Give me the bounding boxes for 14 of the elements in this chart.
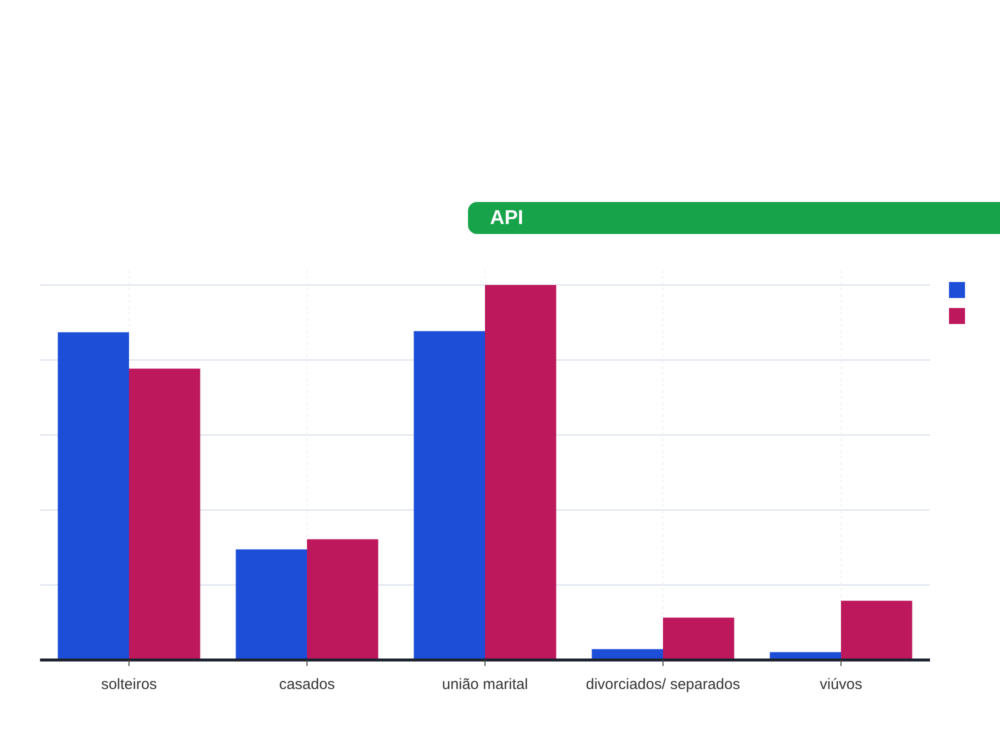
bar	[414, 331, 485, 660]
bar	[129, 368, 200, 660]
x-tick-label: divorciados/ separados	[586, 676, 740, 693]
x-tick-label: união marital	[442, 676, 528, 693]
bar	[841, 600, 912, 660]
x-tick-label: casados	[279, 676, 335, 693]
x-tick-label: solteiros	[101, 676, 157, 693]
chart-title: API	[490, 207, 524, 229]
bar	[307, 539, 378, 660]
x-tick-label: viúvos	[820, 676, 862, 693]
bar	[236, 549, 307, 660]
bar	[485, 285, 556, 660]
bar	[58, 332, 129, 660]
bar	[663, 618, 734, 660]
